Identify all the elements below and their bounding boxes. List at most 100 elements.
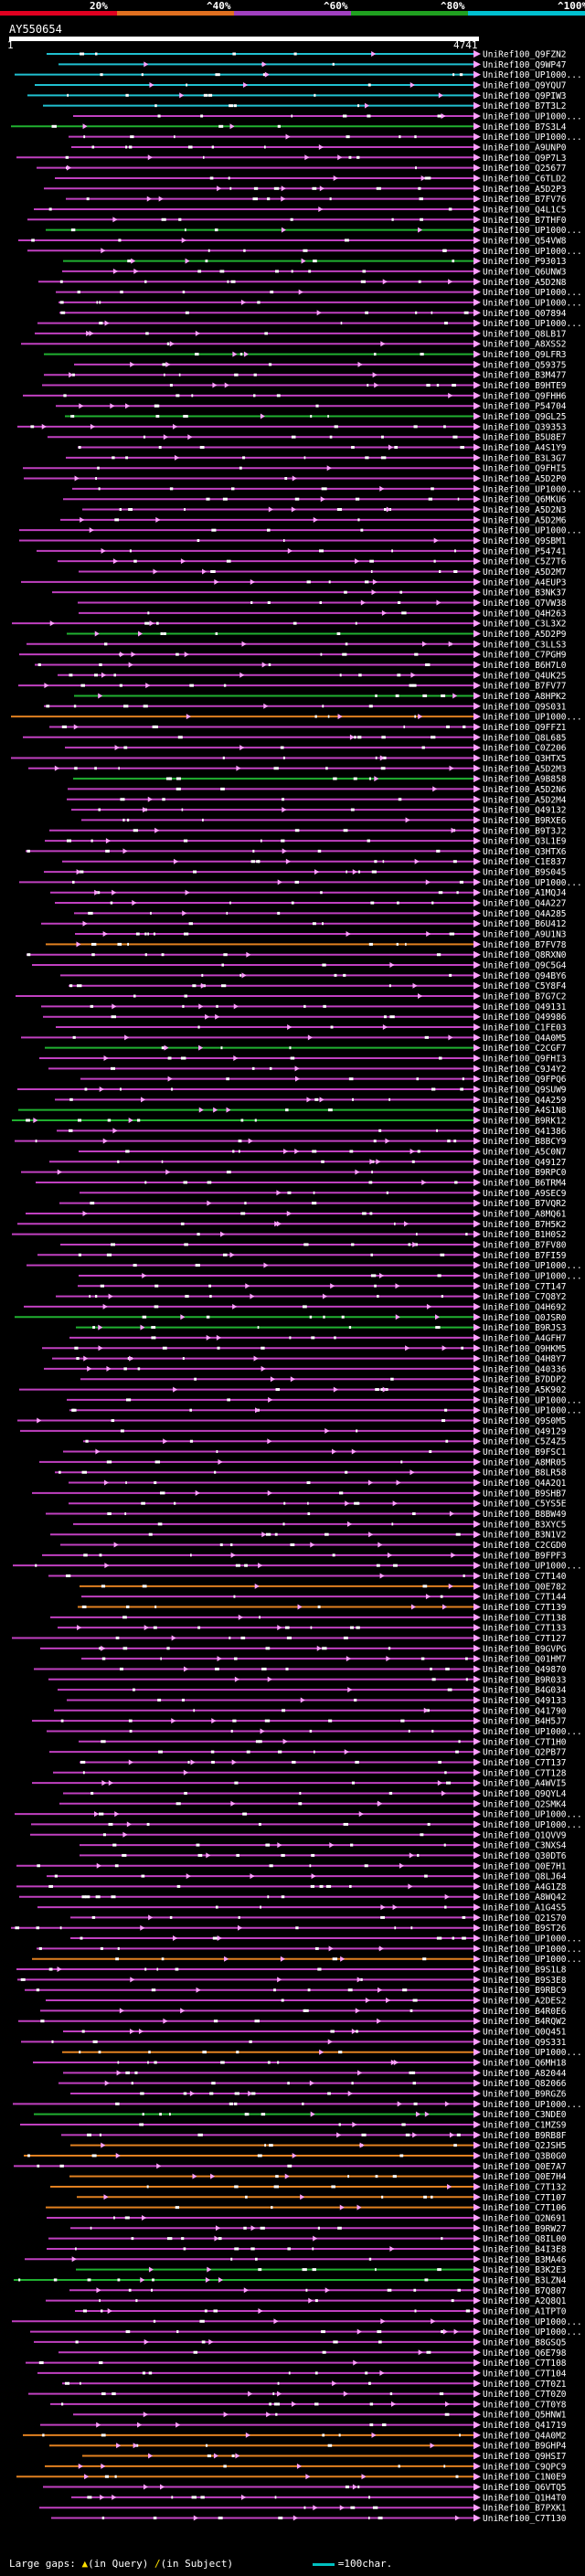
gap-mark	[200, 114, 204, 118]
gap-mark	[100, 73, 103, 77]
direction-arrow	[423, 1707, 429, 1713]
hit-label: UniRef100_Q2PB77	[483, 1748, 567, 1758]
direction-arrow	[82, 920, 88, 927]
gap-mark	[98, 487, 101, 491]
hit-label: UniRef100_B4I3E8	[483, 2244, 567, 2254]
end-arrow	[473, 1189, 481, 1197]
end-arrow	[473, 2369, 481, 2377]
hit-label: UniRef100_C5Y8F4	[483, 981, 567, 991]
direction-arrow	[160, 2484, 165, 2490]
query-name: AY550654	[9, 23, 62, 36]
gap-mark	[233, 104, 237, 108]
gap-mark	[141, 73, 144, 77]
gap-mark	[369, 2423, 374, 2427]
direction-arrow	[351, 2029, 356, 2035]
direction-arrow	[76, 941, 81, 948]
gap-mark	[289, 1336, 292, 1340]
gap-mark	[333, 777, 337, 780]
hit-label: UniRef100_C3NDE0	[483, 2110, 567, 2120]
hit-label: UniRef100_A5D2P9	[483, 630, 567, 640]
gap-mark	[207, 249, 210, 252]
gap-mark	[368, 942, 373, 946]
gap-mark	[415, 166, 417, 170]
gap-mark	[339, 1491, 344, 1495]
direction-arrow	[128, 1117, 133, 1123]
end-arrow	[473, 1882, 481, 1891]
gap-mark	[389, 1015, 395, 1019]
direction-arrow	[119, 2008, 124, 2014]
gap-mark	[137, 1367, 141, 1371]
legend-label: ^60%	[324, 0, 348, 12]
direction-arrow	[82, 1210, 88, 1216]
direction-arrow	[379, 485, 385, 492]
direction-arrow	[347, 2091, 353, 2097]
gap-mark	[183, 2092, 187, 2095]
end-arrow	[473, 2431, 481, 2439]
direction-arrow	[274, 1221, 280, 1227]
gap-mark	[77, 1118, 82, 1122]
direction-arrow	[78, 2463, 83, 2469]
gap-mark	[260, 839, 262, 843]
gap-mark	[349, 1150, 354, 1153]
gap-mark	[195, 353, 199, 356]
end-arrow	[473, 692, 481, 700]
end-arrow	[473, 80, 481, 89]
direction-arrow	[266, 2412, 271, 2418]
end-arrow	[473, 298, 481, 306]
direction-arrow	[95, 1448, 101, 1455]
gap-mark	[133, 1264, 137, 1267]
gap-mark	[436, 953, 441, 957]
end-arrow	[473, 391, 481, 399]
gap-mark	[369, 559, 374, 563]
direction-arrow	[441, 1345, 447, 1352]
direction-arrow	[378, 1800, 383, 1807]
end-arrow	[473, 1354, 481, 1362]
hit-label: UniRef100_UP1000...	[483, 1945, 582, 1955]
direction-arrow	[69, 372, 74, 378]
end-arrow	[473, 578, 481, 586]
hit-label: UniRef100_B9ST26	[483, 1924, 567, 1934]
end-arrow	[473, 2337, 481, 2346]
gap-mark	[90, 839, 93, 843]
end-arrow	[473, 609, 481, 617]
direction-arrow	[233, 1055, 239, 1062]
gap-mark	[409, 2071, 413, 2074]
gap-mark	[424, 1035, 429, 1039]
gap-mark	[54, 1874, 58, 1878]
gap-mark	[105, 849, 110, 853]
direction-arrow	[313, 2235, 318, 2242]
gap-mark	[334, 425, 338, 429]
gap-mark	[153, 2319, 156, 2323]
gap-mark	[411, 1160, 415, 1163]
gap-mark	[124, 1512, 127, 1516]
gap-mark	[38, 2361, 44, 2365]
legend-segment	[351, 11, 468, 16]
end-arrow	[473, 1696, 481, 1704]
gap-mark	[182, 291, 186, 294]
gap-mark	[80, 2381, 81, 2385]
direction-arrow	[98, 693, 103, 699]
end-arrow	[473, 2483, 481, 2491]
hit-label: UniRef100_B6U412	[483, 919, 567, 929]
direction-arrow	[277, 879, 282, 885]
gap-mark	[303, 2506, 306, 2509]
direction-arrow	[86, 330, 91, 336]
gap-mark	[376, 186, 381, 190]
gap-mark	[392, 2175, 397, 2178]
gap-mark	[369, 1212, 373, 1215]
gap-mark	[399, 2154, 404, 2157]
end-arrow	[473, 1841, 481, 1850]
end-arrow	[473, 2162, 481, 2170]
gap-mark	[302, 1305, 307, 1309]
gap-mark	[175, 2206, 180, 2210]
hit-label: UniRef100_C7T140	[483, 1572, 567, 1582]
direction-arrow	[344, 1749, 349, 1755]
gap-mark	[375, 694, 378, 697]
direction-arrow	[101, 1645, 106, 1651]
gap-mark	[211, 1760, 215, 1764]
end-arrow	[473, 878, 481, 886]
gap-mark	[400, 1460, 403, 1464]
direction-arrow	[287, 547, 292, 554]
hit-label: UniRef100_UP1000...	[483, 1261, 582, 1271]
direction-arrow	[230, 1552, 236, 1558]
